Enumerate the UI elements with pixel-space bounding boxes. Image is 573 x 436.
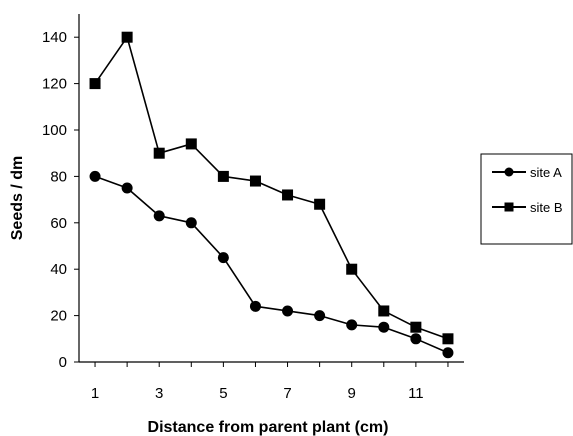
data-point-site-b (89, 78, 101, 90)
data-point-site-a (346, 319, 358, 331)
y-tick-label: 0 (59, 354, 67, 371)
legend-marker-site-b (504, 202, 514, 212)
data-point-site-a (314, 310, 326, 322)
legend-label-site-b: site B (530, 200, 563, 215)
y-tick-label: 120 (42, 76, 67, 93)
y-tick-label: 80 (50, 168, 67, 185)
data-point-site-b (249, 175, 261, 187)
y-axis-title: Seeds / dm (9, 156, 26, 240)
x-tick-label: 5 (219, 385, 227, 402)
x-tick-label: 9 (348, 385, 356, 402)
y-tick-label: 140 (42, 29, 67, 46)
legend-marker-site-a (504, 167, 514, 177)
x-ticks: 1 3 5 7 9 11 (91, 362, 449, 402)
data-point-site-a (442, 347, 454, 359)
data-point-site-b (153, 147, 165, 159)
series-layer (89, 31, 454, 359)
x-tick-label: 7 (283, 385, 291, 402)
data-point-site-b (346, 263, 358, 275)
data-point-site-a (410, 333, 422, 345)
x-axis-title: Distance from parent plant (cm) (148, 419, 389, 436)
y-tick-label: 40 (50, 261, 67, 278)
data-point-site-a (185, 217, 197, 229)
data-point-site-a (282, 305, 294, 317)
series-site-b (89, 31, 454, 345)
data-point-site-b (282, 189, 294, 201)
data-point-site-a (153, 210, 165, 222)
data-point-site-b (121, 31, 133, 43)
data-point-site-a (249, 300, 261, 312)
x-tick-label: 11 (408, 385, 424, 402)
data-point-site-a (121, 182, 133, 194)
legend-label-site-a: site A (530, 165, 562, 180)
data-point-site-b (314, 198, 326, 210)
y-tick-label: 60 (50, 215, 67, 232)
x-tick-label: 1 (91, 385, 99, 402)
legend-box (480, 153, 573, 245)
x-tick-label: 3 (155, 385, 163, 402)
data-point-site-a (89, 170, 101, 182)
data-point-site-a (378, 321, 390, 333)
series-site-a (89, 170, 454, 359)
y-tick-label: 100 (42, 122, 67, 139)
data-point-site-b (185, 138, 197, 150)
data-point-site-b (378, 305, 390, 317)
data-point-site-a (217, 252, 229, 264)
y-ticks: 0 20 40 60 80 100 120 140 (42, 29, 79, 371)
data-point-site-b (217, 170, 229, 182)
data-point-site-b (410, 321, 422, 333)
data-point-site-b (442, 333, 454, 345)
legend: site A site B (480, 153, 573, 245)
y-tick-label: 20 (50, 308, 67, 325)
series-line-site-a (94, 175, 449, 354)
series-line-site-b (94, 36, 449, 340)
